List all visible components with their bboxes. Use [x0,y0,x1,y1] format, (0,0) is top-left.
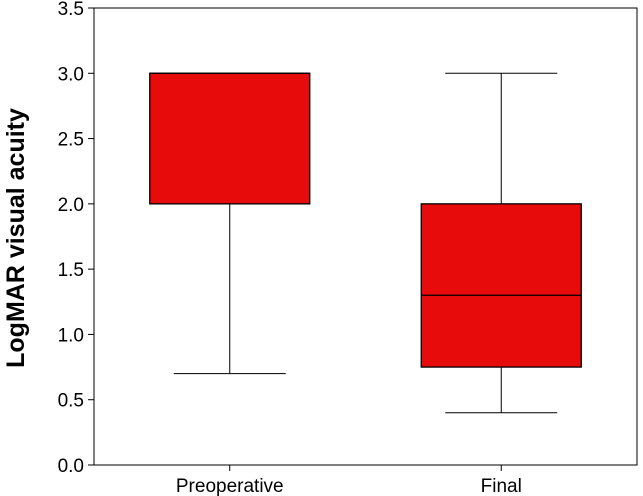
boxes-layer [149,72,582,414]
y-axis-title: LogMAR visual acuity [2,108,30,368]
x-tick-label: Final [481,476,522,496]
x-tick-label: Preoperative [176,476,284,496]
box-iqr [420,203,582,368]
y-tick-label: 0.5 [58,391,84,412]
y-tick-label: 0.0 [58,456,84,477]
y-tick-label: 2.5 [58,130,84,151]
axis-layer: 0.0 0.5 1.0 1.5 2.0 2.5 3.0 3.5 Preoperative Fina… [58,0,638,496]
box-group-final [420,72,582,414]
y-tick-label: 3.0 [58,64,84,85]
y-tick-label: 1.5 [58,260,84,281]
y-tick-label: 3.5 [58,0,84,20]
box-group-preoperative [149,72,311,375]
y-tick-label: 2.0 [58,195,84,216]
y-tick-label: 1.0 [58,325,84,346]
box-iqr [149,72,311,205]
plot-frame [93,7,638,466]
